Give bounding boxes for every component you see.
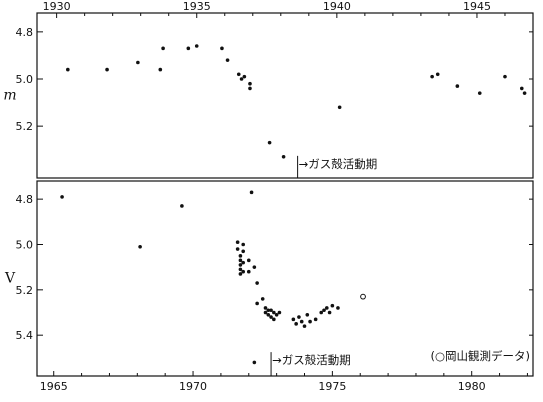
y-tick-label: 5.2: [16, 284, 34, 297]
bottom-data-point: [241, 260, 246, 265]
top-data-point: [105, 67, 109, 72]
legend-okayama-data: (○岡山観測データ): [430, 349, 530, 363]
bottom-data-point: [180, 204, 184, 208]
bottom-data-point: [274, 312, 279, 317]
top-data-point: [519, 86, 524, 91]
top-data-point: [503, 74, 507, 79]
bottom-data-point: [238, 267, 243, 272]
bottom-data-point: [241, 249, 246, 254]
x-tick-label: 1975: [318, 380, 346, 393]
top-data-point: [435, 72, 440, 77]
y-tick-label: 5.0: [16, 73, 34, 86]
x-tick-label: 1930: [43, 0, 71, 13]
bottom-data-point: [336, 306, 340, 310]
top-data-point: [455, 84, 460, 88]
top-data-point: [158, 67, 163, 72]
top-data-point: [239, 77, 244, 81]
top-data-point: [236, 72, 241, 77]
bottom-data-point: [291, 317, 296, 322]
bottom-data-point: [266, 308, 271, 313]
bottom-data-point: [319, 310, 324, 315]
bottom-data-point: [241, 269, 246, 274]
bottom-plot-frame: [36, 180, 534, 377]
top-plot-frame: [36, 12, 534, 179]
bottom-data-point: [238, 263, 243, 267]
bottom-data-point: [294, 322, 298, 326]
bottom-data-point: [238, 254, 243, 258]
top-panel: 1930 1935 1940 1945 4.8 5.0 5.2 m →ガス殻活動期: [3, 0, 534, 179]
bottom-data-point: [324, 306, 329, 310]
bottom-data-point: [241, 242, 246, 247]
top-data-point: [194, 44, 199, 48]
bottom-data-point: [246, 258, 251, 263]
bottom-data-point: [272, 310, 276, 315]
x-tick-label: 1940: [323, 0, 351, 13]
bottom-data-point: [252, 265, 257, 269]
bottom-data-point: [297, 315, 301, 319]
bottom-data-point: [255, 301, 259, 306]
bottom-data-point: [327, 310, 332, 315]
bottom-data-point: [277, 310, 282, 315]
y-tick-label: 4.8: [16, 193, 34, 206]
top-data-point: [186, 46, 191, 51]
top-annotation-text: →ガス殻活動期: [299, 157, 378, 171]
x-tick-label: 1970: [179, 380, 207, 393]
bottom-data-point: [299, 319, 304, 324]
x-tick-label: 1980: [458, 380, 486, 393]
bottom-data-point: [330, 303, 335, 308]
bottom-data-point: [138, 244, 142, 249]
top-data-point: [248, 81, 252, 86]
bottom-data-point: [238, 258, 243, 263]
top-data-point: [522, 91, 527, 95]
bottom-data-point: [260, 297, 265, 301]
bottom-data-point: [272, 317, 276, 322]
top-data-point: [136, 60, 140, 65]
top-data-point: [337, 105, 342, 110]
bottom-data-point: [322, 308, 326, 313]
top-data-point: [220, 46, 224, 51]
y-tick-label: 5.2: [16, 120, 34, 133]
bottom-data-point: [255, 281, 259, 285]
bottom-data-point: [238, 272, 243, 276]
bottom-data-point: [263, 310, 268, 315]
x-tick-label: 1945: [463, 0, 491, 13]
top-data-point: [248, 86, 252, 91]
top-y-axis-label: m: [3, 88, 16, 104]
y-tick-label: 4.8: [16, 26, 34, 39]
bottom-annotation-text: →ガス殻活動期: [272, 353, 351, 367]
x-tick-label: 1935: [183, 0, 211, 13]
x-tick-label: 1965: [40, 380, 68, 393]
bottom-data-point: [269, 308, 273, 313]
bottom-data-point: [302, 324, 307, 328]
top-data-point: [281, 154, 286, 159]
bottom-data-point: [235, 240, 240, 245]
bottom-data-point: [235, 247, 240, 251]
bottom-data-point: [269, 315, 273, 319]
bottom-data-point: [313, 317, 318, 322]
bottom-data-point: [308, 319, 312, 324]
y-tick-label: 5.4: [16, 329, 34, 342]
top-data-point: [477, 91, 482, 95]
bottom-data-point: [252, 360, 257, 365]
top-data-point: [430, 74, 434, 79]
bottom-data-point: [249, 190, 254, 195]
top-data-point: [66, 67, 70, 72]
bottom-y-axis-label: V: [4, 271, 16, 287]
bottom-data-point-open: [360, 293, 366, 300]
top-data-point: [242, 74, 247, 79]
bottom-data-point: [60, 195, 64, 199]
bottom-data-point: [305, 312, 310, 317]
top-data-point: [161, 46, 165, 51]
top-data-point: [225, 58, 230, 62]
y-tick-label: 5.0: [16, 238, 34, 251]
top-data-point: [267, 140, 272, 145]
bottom-data-point: [246, 269, 251, 274]
bottom-panel: 1965 1970 1975 1980 4.8 5.0 5.2 5.4 V →ガス殻活動期 (○岡山…: [4, 180, 534, 393]
bottom-data-point: [266, 312, 271, 317]
bottom-data-point: [263, 306, 268, 310]
